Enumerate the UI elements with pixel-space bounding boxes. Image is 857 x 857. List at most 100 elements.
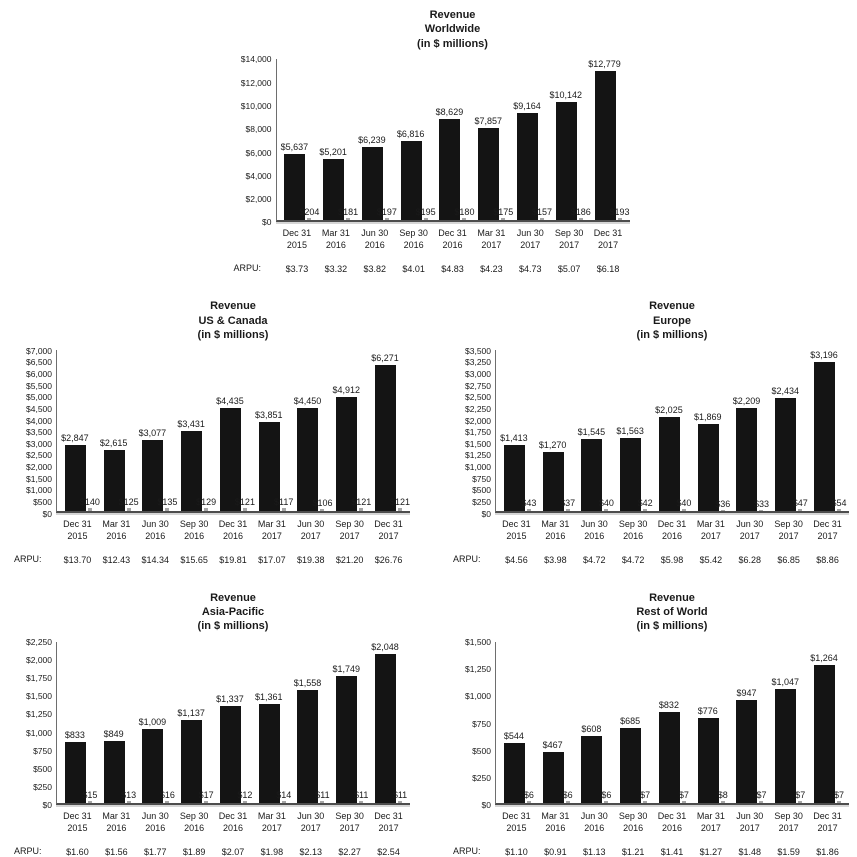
x-axis-label-date: Jun 30 xyxy=(297,519,325,530)
revenue-bar xyxy=(219,705,241,803)
revenue-value-label: $6,271 xyxy=(371,353,399,364)
secondary-value-label: $37 xyxy=(560,498,576,509)
x-axis-label-year: 2016 xyxy=(545,822,566,833)
arpu-value: $1.77 xyxy=(143,846,167,857)
bar-group: $833 $15 xyxy=(65,642,97,803)
chart-title: Revenue Worldwide (in $ millions) xyxy=(228,8,630,51)
x-axis-label-year: 2015 xyxy=(67,822,88,833)
axis-spacer xyxy=(8,518,56,542)
revenue-value-label: $2,847 xyxy=(61,432,89,443)
x-axis-label: Sep 30 2017 xyxy=(769,518,808,542)
x-axis-label: Jun 30 2017 xyxy=(730,810,769,834)
x-axis-label: Dec 31 2017 xyxy=(589,227,628,251)
x-axis-label-year: 2017 xyxy=(817,531,838,542)
bar-group: $1,009 $16 xyxy=(139,642,175,803)
revenue-value-label: $4,912 xyxy=(332,384,360,395)
bar-group: $1,361 $14 xyxy=(255,642,291,803)
revenue-bar xyxy=(555,101,577,220)
secondary-value-label: $12 xyxy=(237,790,253,801)
secondary-value-label: $33 xyxy=(753,498,769,509)
secondary-bar xyxy=(398,801,402,803)
revenue-value-label: $4,450 xyxy=(293,395,322,406)
x-axis-label-date: Mar 31 xyxy=(102,519,131,530)
revenue-value-label: $5,201 xyxy=(319,147,347,158)
y-axis-label: $6,500 xyxy=(26,357,52,368)
x-axis-label: Sep 30 2017 xyxy=(769,810,808,834)
secondary-value-label: $8 xyxy=(717,790,728,801)
x-axis-label: Mar 31 2016 xyxy=(316,227,355,251)
revenue-bar xyxy=(297,407,319,512)
chart-title-line: Worldwide xyxy=(424,23,481,36)
bar-group: $7,857 $175 xyxy=(474,59,513,220)
revenue-value-label: $3,851 xyxy=(254,409,283,420)
y-axis-label: $3,000 xyxy=(26,438,52,449)
x-axis-row: Dec 31 2015 Mar 31 2016 Jun 30 2016 Sep 30 2016… xyxy=(8,810,410,834)
secondary-bar xyxy=(384,217,389,220)
y-axis-label: $8,000 xyxy=(245,124,272,135)
x-axis-label-date: Sep 30 xyxy=(774,810,803,821)
revenue-bar xyxy=(258,703,280,803)
x-axis-label-year: 2017 xyxy=(300,531,321,542)
x-axis-label-year: 2017 xyxy=(700,531,721,542)
row-middle: Revenue US & Canada (in $ millions) $7,000… xyxy=(0,299,857,566)
revenue-bar xyxy=(814,362,835,512)
x-axis-label: Sep 30 2016 xyxy=(394,227,433,251)
axis-spacer xyxy=(447,518,495,542)
chart-title-line: (in $ millions) xyxy=(197,620,269,633)
arpu-value: $6.18 xyxy=(596,264,620,275)
y-axis-label: $14,000 xyxy=(240,54,272,65)
arpu-value: $1.21 xyxy=(621,846,645,857)
secondary-bar xyxy=(87,507,92,512)
x-axis-label: Mar 31 2016 xyxy=(536,810,575,834)
x-axis-label-year: 2015 xyxy=(506,531,527,542)
bar-group: $6,816 $195 xyxy=(397,59,436,220)
x-axis-label: Dec 31 2016 xyxy=(214,518,253,542)
y-axis-label: $4,000 xyxy=(26,415,52,426)
revenue-bar xyxy=(361,147,383,220)
x-axis-row: Dec 31 2015 Mar 31 2016 Jun 30 2016 Sep 30 2016… xyxy=(447,810,849,834)
x-axis-label: Jun 30 2016 xyxy=(355,227,394,251)
secondary-bar xyxy=(281,508,286,512)
revenue-value-label: $685 xyxy=(620,716,641,727)
y-axis: $7,000 $6,500 $6,000 $5,500 $5,000 $4,500 $4,0… xyxy=(8,346,56,519)
x-axis-label-date: Dec 31 xyxy=(502,810,531,821)
revenue-value-label: $1,137 xyxy=(177,708,205,719)
arpu-value: $1.89 xyxy=(182,846,206,857)
secondary-value-label: $197 xyxy=(376,206,397,217)
arpu-value: $19.38 xyxy=(297,555,325,566)
x-axis-label-date: Mar 31 xyxy=(477,227,506,238)
x-axis-label-date: Dec 31 xyxy=(374,519,403,530)
x-axis-label: Dec 31 2016 xyxy=(214,810,253,834)
secondary-bar xyxy=(604,509,609,512)
arpu-value: $8.86 xyxy=(816,555,839,566)
x-axis-label-year: 2016 xyxy=(545,531,566,542)
revenue-bar xyxy=(594,71,616,220)
arpu-value: $4.72 xyxy=(582,555,606,566)
axis-spacer xyxy=(447,810,495,834)
x-axis-label-year: 2016 xyxy=(325,240,346,251)
y-axis: $14,000 $12,000 $10,000 $8,000 $6,000 $4,000 $… xyxy=(228,54,276,227)
x-axis-label: Mar 31 2017 xyxy=(252,810,291,834)
revenue-value-label: $608 xyxy=(581,724,602,735)
bar-group: $9,164 $157 xyxy=(513,59,552,220)
arpu-value: $2.07 xyxy=(221,846,245,857)
secondary-bar xyxy=(281,801,286,803)
secondary-bar xyxy=(565,509,570,512)
bar-group: $2,048 $11 xyxy=(371,642,407,803)
secondary-bar xyxy=(87,801,92,803)
secondary-value-label: $13 xyxy=(121,790,137,801)
secondary-bar xyxy=(759,801,764,803)
revenue-bar xyxy=(375,365,396,512)
y-axis-label: $2,000 xyxy=(26,655,52,666)
arpu-value: $17.07 xyxy=(258,555,286,566)
bar-group: $3,851 $117 xyxy=(255,350,293,512)
secondary-bar xyxy=(837,508,841,512)
y-axis-label: $1,000 xyxy=(26,727,52,738)
secondary-value-label: $11 xyxy=(315,790,330,801)
x-axis-label: Mar 31 2016 xyxy=(97,810,136,834)
x-axis-row: Dec 31 2015 Mar 31 2016 Jun 30 2016 Sep 30 2016… xyxy=(8,518,410,542)
y-axis-label: $1,750 xyxy=(26,673,52,684)
secondary-value-label: $129 xyxy=(196,497,217,508)
x-axis-label-date: Dec 31 xyxy=(63,519,92,530)
x-axis-label-year: 2016 xyxy=(442,240,463,251)
